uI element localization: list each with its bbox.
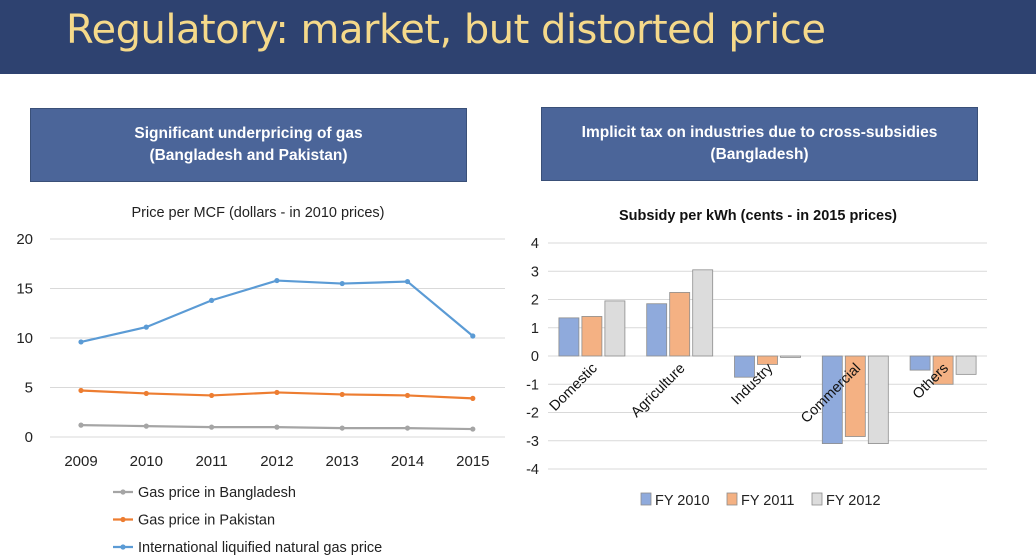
line-point-gas-price-in-bangladesh xyxy=(404,425,411,431)
bar-chart-y-tick-label: 4 xyxy=(531,236,539,252)
line-chart-x-tick-label: 2012 xyxy=(260,453,293,470)
bar-legend-label: FY 2012 xyxy=(826,493,881,509)
bar-others-fy-2010 xyxy=(909,355,931,371)
line-point-gas-price-in-pakistan xyxy=(274,389,280,396)
line-point-gas-price-in-bangladesh xyxy=(143,423,149,429)
line-point-international-liquified-natural-gas-price xyxy=(404,278,411,285)
line-chart-x-tick-label: 2009 xyxy=(64,453,97,470)
line-chart-x-tick-label: 2013 xyxy=(326,453,359,470)
bar-legend-label: FY 2010 xyxy=(655,493,710,509)
bar-chart-title: Subsidy per kWh (cents - in 2015 prices) xyxy=(619,208,897,224)
line-point-international-liquified-natural-gas-price xyxy=(470,333,476,339)
title-bar: Regulatory: market, but distorted price xyxy=(0,0,1036,74)
line-point-gas-price-in-pakistan xyxy=(143,390,149,397)
line-chart-y-tick-label: 0 xyxy=(25,429,33,446)
bar-chart-y-tick-label: 3 xyxy=(531,264,539,280)
line-point-gas-price-in-bangladesh xyxy=(339,425,345,431)
line-chart-y-tick-label: 20 xyxy=(16,231,33,248)
line-point-gas-price-in-bangladesh xyxy=(209,424,215,430)
line-chart-x-tick-label: 2010 xyxy=(130,453,163,470)
bar-chart-y-tick-label: -1 xyxy=(526,377,539,393)
line-legend-marker xyxy=(120,516,126,523)
right-panel-header: Implicit tax on industries due to cross-… xyxy=(541,107,978,181)
bar-commercial-fy-2011 xyxy=(844,355,866,437)
bar-chart-y-tick-label: -3 xyxy=(526,434,539,450)
bar-chart-y-tick-label: -4 xyxy=(526,462,539,478)
line-chart-y-tick-label: 15 xyxy=(16,281,33,298)
line-chart-x-tick-label: 2014 xyxy=(391,453,424,470)
bar-chart-y-tick-label: 1 xyxy=(531,321,539,337)
line-point-international-liquified-natural-gas-price xyxy=(274,277,280,284)
line-point-gas-price-in-bangladesh xyxy=(78,422,84,428)
line-point-gas-price-in-pakistan xyxy=(339,391,345,398)
line-point-gas-price-in-pakistan xyxy=(209,392,215,399)
left-panel-header: Significant underpricing of gas (Banglad… xyxy=(30,108,467,182)
bar-others-fy-2011 xyxy=(932,355,954,385)
bar-agriculture-fy-2011 xyxy=(669,292,691,357)
line-point-international-liquified-natural-gas-price xyxy=(78,339,84,345)
line-point-gas-price-in-bangladesh xyxy=(274,424,280,430)
bar-domestic-fy-2011 xyxy=(581,316,603,357)
line-point-international-liquified-natural-gas-price xyxy=(209,297,215,303)
line-point-international-liquified-natural-gas-price xyxy=(143,324,149,330)
bar-legend-label: FY 2011 xyxy=(741,493,794,509)
line-chart-x-tick-label: 2011 xyxy=(195,453,227,470)
bar-legend-swatch xyxy=(726,492,738,506)
slide-title: Regulatory: market, but distorted price xyxy=(66,7,826,53)
line-chart-y-tick-label: 5 xyxy=(25,380,33,397)
right-panel-heading-line1: Implicit tax on industries due to cross-… xyxy=(581,124,938,141)
line-legend-marker xyxy=(120,489,126,495)
bar-industry-fy-2011 xyxy=(757,355,778,365)
bar-others-fy-2012 xyxy=(955,355,977,375)
bar-legend-swatch xyxy=(640,492,652,506)
bar-commercial-fy-2010 xyxy=(821,355,843,444)
line-point-gas-price-in-pakistan xyxy=(404,392,411,399)
line-legend-label: International liquified natural gas pric… xyxy=(138,540,382,556)
left-panel-heading-line1: Significant underpricing of gas xyxy=(134,125,363,142)
line-legend-marker xyxy=(120,544,126,550)
line-legend-label: Gas price in Pakistan xyxy=(138,513,275,529)
bar-industry-fy-2010 xyxy=(734,355,755,378)
line-point-gas-price-in-pakistan xyxy=(78,387,84,394)
line-point-international-liquified-natural-gas-price xyxy=(339,280,345,287)
bar-category-label: Agriculture xyxy=(628,361,688,421)
line-point-gas-price-in-pakistan xyxy=(470,395,476,401)
line-chart-title: Price per MCF (dollars - in 2010 prices) xyxy=(131,205,384,221)
bar-industry-fy-2012 xyxy=(780,355,801,358)
line-point-gas-price-in-bangladesh xyxy=(470,426,476,432)
bar-agriculture-fy-2010 xyxy=(646,303,668,357)
bar-chart-y-tick-label: 2 xyxy=(531,293,539,309)
bar-domestic-fy-2010 xyxy=(558,317,580,357)
bar-domestic-fy-2012 xyxy=(604,300,626,357)
bar-category-label: Domestic xyxy=(547,361,601,415)
bar-agriculture-fy-2012 xyxy=(692,269,714,357)
bar-chart-y-tick-label: -2 xyxy=(526,406,539,422)
bar-commercial-fy-2012 xyxy=(867,355,889,444)
line-chart-x-tick-label: 2015 xyxy=(456,453,489,470)
line-chart-y-tick-label: 10 xyxy=(16,330,33,347)
bar-legend-swatch xyxy=(811,492,823,506)
line-legend-label: Gas price in Bangladesh xyxy=(138,485,296,501)
right-panel-heading-line2: (Bangladesh) xyxy=(710,146,809,163)
bar-chart-y-tick-label: 0 xyxy=(531,349,539,365)
left-panel-heading-line2: (Bangladesh and Pakistan) xyxy=(149,147,348,164)
